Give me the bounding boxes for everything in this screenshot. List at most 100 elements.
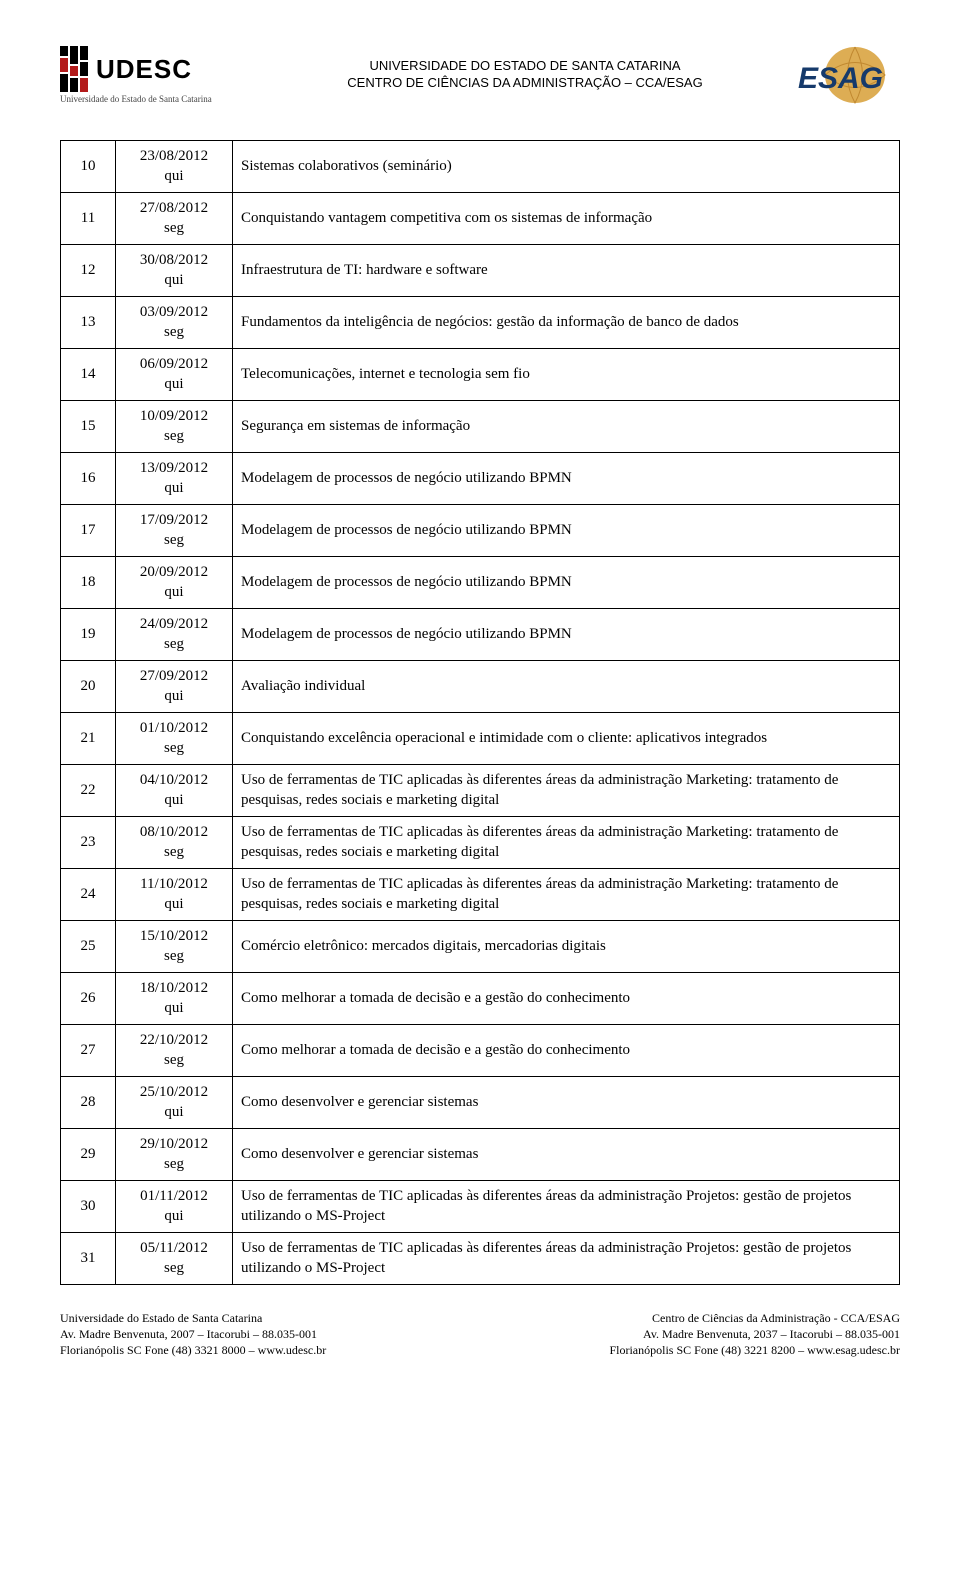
- row-date-value: 08/10/2012: [124, 823, 224, 843]
- footer-left-line2: Av. Madre Benvenuta, 2007 – Itacorubi – …: [60, 1326, 326, 1342]
- row-number: 18: [61, 557, 116, 609]
- header-title: UNIVERSIDADE DO ESTADO DE SANTA CATARINA…: [260, 58, 790, 92]
- row-number: 16: [61, 453, 116, 505]
- row-date-value: 11/10/2012: [124, 875, 224, 895]
- row-date: 10/09/2012seg: [116, 401, 233, 453]
- row-number: 25: [61, 921, 116, 973]
- row-date: 01/10/2012seg: [116, 713, 233, 765]
- schedule-table: 1023/08/2012quiSistemas colaborativos (s…: [60, 140, 900, 1285]
- table-row: 1924/09/2012segModelagem de processos de…: [61, 609, 900, 661]
- row-day: seg: [124, 427, 224, 447]
- row-date: 23/08/2012qui: [116, 141, 233, 193]
- row-content: Uso de ferramentas de TIC aplicadas às d…: [233, 765, 900, 817]
- row-date: 13/09/2012qui: [116, 453, 233, 505]
- row-date-value: 23/08/2012: [124, 147, 224, 167]
- row-day: qui: [124, 687, 224, 707]
- row-day: seg: [124, 1051, 224, 1071]
- row-date: 27/09/2012qui: [116, 661, 233, 713]
- row-number: 12: [61, 245, 116, 297]
- footer-left: Universidade do Estado de Santa Catarina…: [60, 1310, 326, 1359]
- row-date: 27/08/2012seg: [116, 193, 233, 245]
- esag-logo: ESAG: [790, 40, 900, 110]
- row-date-value: 17/09/2012: [124, 511, 224, 531]
- row-content: Segurança em sistemas de informação: [233, 401, 900, 453]
- row-number: 14: [61, 349, 116, 401]
- row-content: Como melhorar a tomada de decisão e a ge…: [233, 973, 900, 1025]
- row-date: 22/10/2012seg: [116, 1025, 233, 1077]
- row-date: 25/10/2012qui: [116, 1077, 233, 1129]
- row-content: Comércio eletrônico: mercados digitais, …: [233, 921, 900, 973]
- row-date-value: 30/08/2012: [124, 251, 224, 271]
- row-date: 29/10/2012seg: [116, 1129, 233, 1181]
- row-date-value: 06/09/2012: [124, 355, 224, 375]
- row-date-value: 24/09/2012: [124, 615, 224, 635]
- row-date: 15/10/2012seg: [116, 921, 233, 973]
- row-content: Modelagem de processos de negócio utiliz…: [233, 557, 900, 609]
- table-row: 2515/10/2012segComércio eletrônico: merc…: [61, 921, 900, 973]
- row-date-value: 15/10/2012: [124, 927, 224, 947]
- row-content: Como desenvolver e gerenciar sistemas: [233, 1129, 900, 1181]
- table-row: 14 06/09/2012qui Telecomunicações, interne…: [61, 349, 900, 401]
- row-date-value: 18/10/2012: [124, 979, 224, 999]
- row-number: 27: [61, 1025, 116, 1077]
- table-row: 1023/08/2012quiSistemas colaborativos (s…: [61, 141, 900, 193]
- row-number: 23: [61, 817, 116, 869]
- row-content: Telecomunicações, internet e tecnologia …: [233, 349, 900, 401]
- row-date: 11/10/2012qui: [116, 869, 233, 921]
- row-date: 18/10/2012qui: [116, 973, 233, 1025]
- table-row: 2101/10/2012segConquistando excelência o…: [61, 713, 900, 765]
- row-date: 24/09/2012seg: [116, 609, 233, 661]
- row-number: 13: [61, 297, 116, 349]
- udesc-logo: UDESC Universidade do Estado de Santa Ca…: [60, 46, 260, 104]
- row-day: qui: [124, 167, 224, 187]
- row-number: 29: [61, 1129, 116, 1181]
- footer-right-line2: Av. Madre Benvenuta, 2037 – Itacorubi – …: [609, 1326, 900, 1342]
- row-day: qui: [124, 1207, 224, 1227]
- row-day: qui: [124, 375, 224, 395]
- row-date-value: 27/08/2012: [124, 199, 224, 219]
- table-row: 1230/08/2012quiInfraestrutura de TI: har…: [61, 245, 900, 297]
- row-date-value: 27/09/2012: [124, 667, 224, 687]
- row-date-value: 01/11/2012: [124, 1187, 224, 1207]
- row-number: 30: [61, 1181, 116, 1233]
- table-row: 3105/11/2012segUso de ferramentas de TIC…: [61, 1233, 900, 1285]
- row-content: Conquistando excelência operacional e in…: [233, 713, 900, 765]
- row-date-value: 29/10/2012: [124, 1135, 224, 1155]
- row-day: seg: [124, 1155, 224, 1175]
- footer-right-line3: Florianópolis SC Fone (48) 3221 8200 – w…: [609, 1342, 900, 1358]
- row-number: 28: [61, 1077, 116, 1129]
- row-number: 10: [61, 141, 116, 193]
- row-date-value: 01/10/2012: [124, 719, 224, 739]
- udesc-bars-icon: [60, 46, 88, 92]
- table-row: 2027/09/2012quiAvaliação individual: [61, 661, 900, 713]
- row-content: Infraestrutura de TI: hardware e softwar…: [233, 245, 900, 297]
- row-number: 26: [61, 973, 116, 1025]
- row-day: qui: [124, 791, 224, 811]
- row-content: Sistemas colaborativos (seminário): [233, 141, 900, 193]
- row-content: Uso de ferramentas de TIC aplicadas às d…: [233, 817, 900, 869]
- row-date-value: 25/10/2012: [124, 1083, 224, 1103]
- table-row: 1717/09/2012segModelagem de processos de…: [61, 505, 900, 557]
- row-number: 20: [61, 661, 116, 713]
- row-content: Uso de ferramentas de TIC aplicadas às d…: [233, 1233, 900, 1285]
- row-day: seg: [124, 531, 224, 551]
- document-footer: Universidade do Estado de Santa Catarina…: [60, 1310, 900, 1359]
- table-row: 2204/10/2012quiUso de ferramentas de TIC…: [61, 765, 900, 817]
- table-row: 30 01/11/2012qui Uso de ferramentas de TIC…: [61, 1181, 900, 1233]
- table-row: 23 08/10/2012seg Uso de ferramentas de TIC…: [61, 817, 900, 869]
- row-content: Conquistando vantagem competitiva com os…: [233, 193, 900, 245]
- row-content: Uso de ferramentas de TIC aplicadas às d…: [233, 1181, 900, 1233]
- row-number: 11: [61, 193, 116, 245]
- table-row: 2825/10/2012quiComo desenvolver e gerenc…: [61, 1077, 900, 1129]
- row-date-value: 20/09/2012: [124, 563, 224, 583]
- row-day: seg: [124, 843, 224, 863]
- row-day: seg: [124, 1259, 224, 1279]
- table-row: 2722/10/2012segComo melhorar a tomada de…: [61, 1025, 900, 1077]
- row-content: Uso de ferramentas de TIC aplicadas às d…: [233, 869, 900, 921]
- row-number: 31: [61, 1233, 116, 1285]
- row-number: 17: [61, 505, 116, 557]
- row-day: seg: [124, 635, 224, 655]
- row-date: 30/08/2012qui: [116, 245, 233, 297]
- row-day: qui: [124, 999, 224, 1019]
- document-header: UDESC Universidade do Estado de Santa Ca…: [60, 40, 900, 110]
